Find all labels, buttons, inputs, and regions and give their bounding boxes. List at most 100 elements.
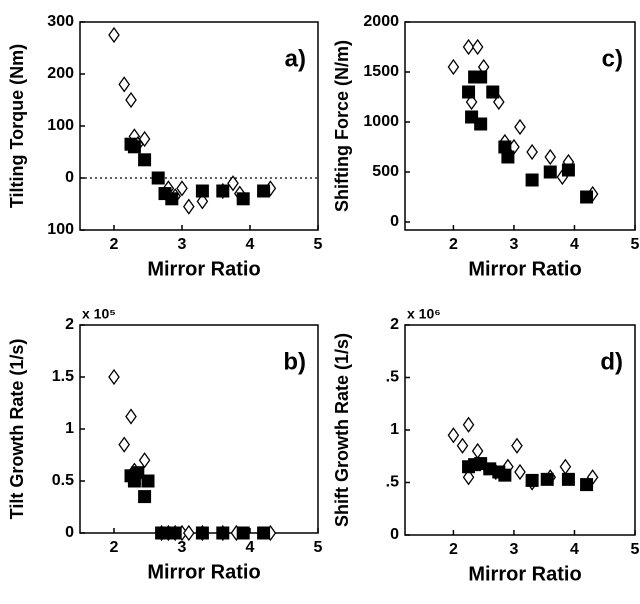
y-tick-label: 200: [47, 65, 74, 82]
y-multiplier: x 10⁵: [82, 306, 116, 322]
x-tick-label: 2: [110, 539, 119, 556]
panel-label: b): [283, 348, 306, 375]
diamond-point: [456, 437, 469, 454]
x-axis-label: Mirror Ratio: [468, 258, 581, 280]
square-point: [580, 190, 594, 204]
axes-box: [79, 324, 319, 534]
square-point: [540, 472, 554, 486]
x-tick-label: 3: [509, 541, 518, 558]
y-tick-label: 1: [65, 420, 74, 437]
diamond-point: [526, 143, 538, 161]
square-point: [525, 473, 539, 487]
y-axis-label: Shift Growth Rate (1/s): [332, 333, 352, 527]
square-point: [138, 153, 152, 167]
square-point: [474, 70, 488, 84]
panel-label: d): [600, 348, 623, 375]
y-tick-label: .5: [386, 474, 399, 491]
diamond-point: [108, 368, 120, 386]
x-axis-label: Mirror Ratio: [468, 563, 581, 585]
x-tick-label: 2: [110, 236, 119, 253]
x-tick-label: 5: [631, 236, 640, 253]
diamond-point: [471, 442, 484, 460]
panel-label: c): [602, 45, 623, 72]
square-point: [195, 184, 209, 198]
square-point: [580, 478, 594, 492]
y-tick-label: 500: [372, 163, 399, 180]
diamond-point: [183, 524, 195, 542]
y-tick-label: 0: [65, 169, 74, 186]
diamond-point: [559, 458, 572, 475]
diamond-point: [462, 416, 475, 433]
y-axis-label: Tilt Growth Rate (1/s): [7, 339, 27, 520]
diamond-point: [138, 452, 151, 469]
y-tick-label: 1000: [363, 113, 399, 130]
square-point: [131, 466, 145, 480]
diamond-point: [108, 26, 120, 44]
square-point: [195, 526, 209, 540]
diamond-point: [118, 76, 130, 93]
x-tick-label: 5: [631, 541, 640, 558]
square-point: [236, 192, 250, 206]
y-tick-label: 1: [390, 421, 399, 438]
square-point: [498, 468, 512, 482]
y-axis-label: Tilting Torque (Nm): [7, 44, 27, 208]
y-tick-label: 100: [47, 117, 74, 134]
x-tick-label: 3: [509, 236, 518, 253]
diamond-point: [544, 148, 557, 166]
square-point: [543, 165, 557, 179]
y-axis-label: Shifting Force (N/m): [332, 40, 352, 212]
diamond-point: [462, 469, 475, 486]
square-point: [561, 163, 575, 177]
x-tick-label: 4: [246, 236, 255, 253]
y-tick-label: 0: [65, 524, 74, 541]
square-point: [216, 526, 230, 540]
x-tick-label: 4: [570, 541, 579, 558]
x-tick-label: 5: [314, 539, 323, 556]
square-point: [257, 526, 271, 540]
x-tick-label: 4: [570, 236, 579, 253]
x-axis-label: Mirror Ratio: [147, 561, 260, 583]
square-point: [498, 140, 512, 154]
diamond-point: [462, 38, 475, 56]
y-tick-label: 100: [47, 221, 74, 238]
square-point: [236, 526, 250, 540]
y-tick-label: 2000: [363, 13, 399, 30]
diamond-point: [176, 180, 188, 197]
square-point: [216, 184, 230, 198]
y-tick-label: 2: [390, 316, 399, 333]
diamond-point: [118, 436, 130, 453]
diamond-point: [227, 175, 239, 192]
y-tick-label: 2: [65, 316, 74, 333]
square-point: [257, 184, 271, 198]
diamond-point: [447, 427, 460, 444]
diamond-point: [183, 198, 195, 215]
y-tick-label: 0.5: [52, 472, 74, 489]
square-point: [151, 171, 165, 185]
x-tick-label: 2: [449, 236, 458, 253]
y-tick-label: 0: [390, 213, 399, 230]
square-point: [561, 472, 575, 486]
x-tick-label: 5: [314, 236, 323, 253]
y-tick-label: 300: [47, 13, 74, 30]
x-tick-label: 2: [449, 541, 458, 558]
diamond-point: [196, 193, 209, 210]
square-point: [141, 474, 155, 488]
x-tick-label: 3: [178, 236, 187, 253]
y-tick-label: 1.5: [52, 368, 74, 385]
diamond-point: [514, 463, 526, 481]
x-axis-label: Mirror Ratio: [147, 258, 260, 280]
diamond-point: [471, 38, 484, 56]
square-point: [462, 85, 476, 99]
diamond-point: [511, 437, 523, 454]
square-point: [525, 173, 539, 187]
square-point: [138, 490, 152, 504]
axes-box: [404, 21, 636, 231]
y-tick-label: 0: [390, 526, 399, 543]
x-tick-label: 3: [178, 539, 187, 556]
diamond-point: [138, 130, 151, 148]
diamond-point: [514, 118, 526, 136]
square-point: [474, 117, 488, 131]
square-point: [165, 192, 179, 206]
panel-label: a): [285, 45, 306, 72]
